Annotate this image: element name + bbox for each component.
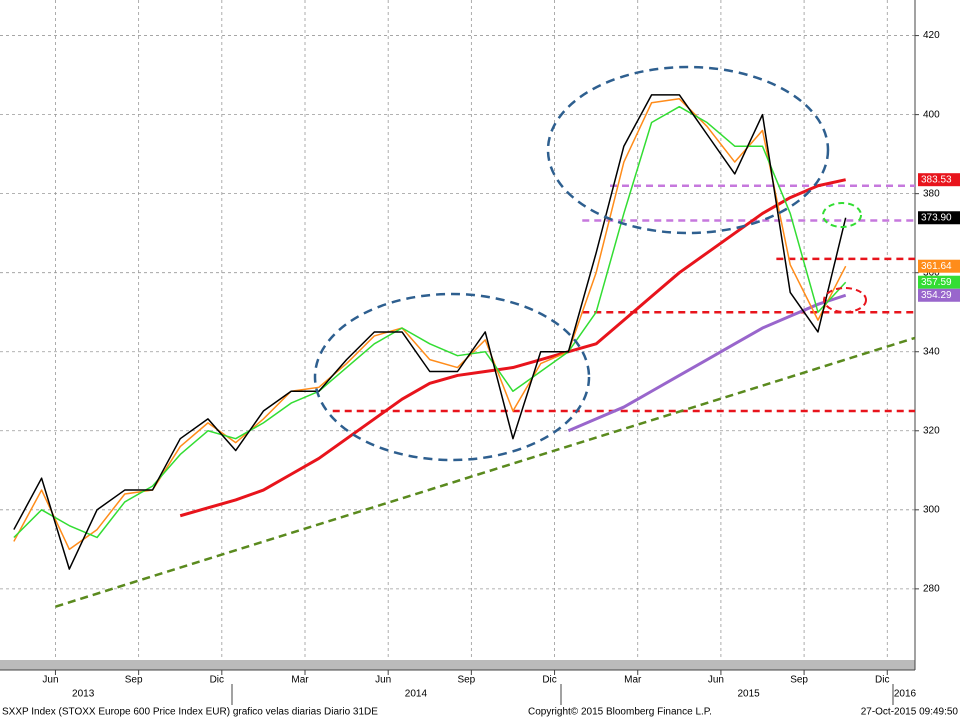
y-tick-label: 300 bbox=[923, 504, 940, 515]
y-tick-label: 420 bbox=[923, 30, 940, 41]
last-value-box bbox=[918, 211, 960, 225]
last-value-label: 361.64 bbox=[921, 261, 952, 272]
year-label: 2015 bbox=[738, 689, 761, 700]
y-tick-label: 360 bbox=[923, 267, 940, 278]
trendline bbox=[55, 336, 916, 608]
x-tick-label: Mar bbox=[291, 675, 309, 686]
year-label: 2013 bbox=[72, 689, 95, 700]
last-value-box bbox=[918, 173, 960, 187]
footer-right: 27-Oct-2015 09:49:50 bbox=[861, 707, 959, 718]
last-value-box bbox=[918, 288, 960, 302]
x-tick-label: Dic bbox=[542, 675, 556, 686]
series-layer bbox=[13, 94, 916, 608]
grid bbox=[0, 0, 915, 660]
year-label: 2016 bbox=[894, 689, 917, 700]
last-value-box bbox=[918, 275, 960, 289]
y-tick-label: 400 bbox=[923, 109, 940, 120]
plot-area bbox=[0, 0, 915, 660]
y-tick-label: 380 bbox=[923, 188, 940, 199]
x-tick-label: Sep bbox=[790, 675, 808, 686]
x-tick-label: Mar bbox=[624, 675, 642, 686]
series-line bbox=[567, 293, 847, 433]
x-tick-label: Sep bbox=[457, 675, 475, 686]
last-value-label: 354.29 bbox=[921, 290, 952, 301]
y-tick-label: 280 bbox=[923, 584, 940, 595]
y-tick-label: 340 bbox=[923, 346, 940, 357]
last-value-label: 357.59 bbox=[921, 277, 952, 288]
annotation-ellipse bbox=[822, 202, 862, 228]
series-line bbox=[13, 105, 847, 539]
footer-left: SXXP Index (STOXX Europe 600 Price Index… bbox=[2, 707, 378, 718]
annotation-ellipse bbox=[546, 65, 830, 235]
annotation-ellipse bbox=[823, 287, 867, 313]
x-tick-label: Dic bbox=[875, 675, 889, 686]
x-tick-label: Jun bbox=[708, 675, 724, 686]
x-tick-label: Dic bbox=[210, 675, 224, 686]
last-value-label: 373.90 bbox=[921, 212, 952, 223]
last-value-box bbox=[918, 259, 960, 273]
series-line bbox=[179, 178, 847, 518]
x-tick-label: Jun bbox=[375, 675, 391, 686]
y-tick-label: 320 bbox=[923, 425, 940, 436]
scroll-bar bbox=[0, 660, 915, 670]
last-value-label: 383.53 bbox=[921, 174, 952, 185]
x-tick-label: Sep bbox=[125, 675, 143, 686]
year-label: 2014 bbox=[405, 689, 428, 700]
series-line bbox=[13, 94, 847, 570]
annotation-ellipse bbox=[313, 292, 591, 462]
footer-center: Copyright© 2015 Bloomberg Finance L.P. bbox=[528, 707, 712, 718]
x-tick-label: Jun bbox=[42, 675, 58, 686]
